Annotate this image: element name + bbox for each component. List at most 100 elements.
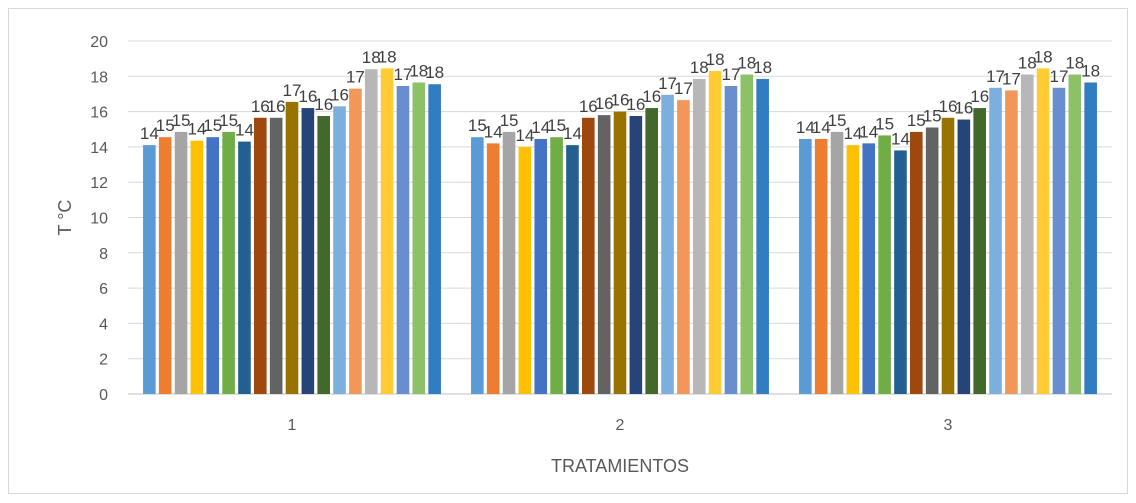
bar: [396, 86, 410, 394]
data-labels: 1415151415151416161716161617181817181815…: [140, 47, 1100, 148]
bar: [708, 71, 722, 394]
bar: [613, 111, 627, 394]
bar: [1068, 74, 1082, 394]
y-tick-label: 12: [90, 175, 108, 192]
bar: [894, 150, 907, 394]
bar: [629, 116, 643, 394]
data-label: 15: [156, 116, 175, 135]
data-label: 14: [859, 122, 878, 141]
data-label: 16: [314, 95, 333, 114]
x-tick-label: 3: [944, 417, 953, 434]
data-label: 18: [409, 61, 428, 80]
data-label: 16: [330, 85, 349, 104]
data-label: 14: [891, 129, 910, 148]
bar: [878, 135, 891, 395]
data-label: 18: [378, 47, 397, 66]
data-label: 14: [843, 124, 862, 143]
data-label: 17: [986, 67, 1005, 86]
data-label: 18: [1034, 47, 1053, 66]
bar: [989, 87, 1002, 395]
data-label: 14: [531, 118, 550, 137]
data-label: 18: [1081, 61, 1100, 80]
x-axis-tick-labels: 1 2 3: [288, 417, 953, 434]
bar: [380, 68, 394, 395]
bar: [566, 145, 579, 394]
bar: [301, 108, 315, 394]
bar: [143, 145, 156, 394]
data-label: 17: [1049, 67, 1068, 86]
y-tick-label: 4: [99, 316, 108, 333]
bar: [1052, 87, 1066, 395]
bar: [534, 138, 548, 394]
bar: [174, 131, 188, 394]
bar: [846, 145, 860, 394]
data-label: 18: [1065, 54, 1084, 73]
bar: [724, 86, 738, 394]
bar: [582, 117, 595, 394]
data-label: 16: [267, 97, 286, 116]
data-label: 16: [298, 87, 317, 106]
data-label: 14: [812, 118, 831, 137]
data-label: 16: [579, 97, 598, 116]
data-label: 14: [563, 124, 582, 143]
bar: [1036, 68, 1050, 395]
data-label: 17: [283, 81, 302, 100]
bar: [333, 106, 346, 395]
y-axis-tick-labels: 0 2 4 6 8 10 12 14 16 18 20: [90, 34, 108, 404]
data-label: 18: [690, 58, 709, 77]
data-label: 16: [626, 95, 645, 114]
bar: [1084, 82, 1097, 394]
bar: [206, 137, 220, 394]
data-label: 16: [595, 94, 614, 113]
bar: [756, 78, 769, 394]
data-label: 15: [907, 111, 926, 130]
bar: [222, 131, 235, 394]
bar: [349, 88, 362, 394]
bar: [502, 131, 516, 394]
data-label: 18: [425, 63, 444, 82]
bar: [317, 116, 330, 394]
y-tick-label: 8: [99, 246, 108, 263]
data-label: 17: [1002, 69, 1021, 88]
data-label: 17: [721, 65, 740, 84]
data-label: 14: [484, 122, 503, 141]
bar: [830, 131, 844, 394]
data-label: 16: [954, 99, 973, 118]
bar: [799, 138, 812, 394]
bar: [740, 74, 754, 394]
bar: [1005, 90, 1018, 395]
data-label: 14: [515, 126, 534, 145]
data-label: 17: [674, 79, 693, 98]
bar: [550, 137, 563, 394]
data-label: 16: [642, 87, 661, 106]
y-tick-label: 18: [90, 69, 108, 86]
bar: [910, 131, 923, 394]
x-tick-label: 1: [288, 417, 297, 434]
bar: [364, 69, 378, 395]
bar: [973, 108, 986, 394]
data-label: 14: [140, 124, 159, 143]
data-label: 15: [875, 114, 894, 133]
data-label: 15: [468, 116, 487, 135]
data-label: 16: [939, 97, 958, 116]
data-label: 14: [796, 118, 815, 137]
data-label: 15: [172, 111, 191, 130]
y-tick-label: 0: [99, 387, 108, 404]
data-label: 15: [923, 106, 942, 125]
bar: [597, 115, 611, 394]
data-label: 16: [611, 91, 630, 110]
bar: [957, 119, 971, 394]
y-tick-label: 6: [99, 281, 108, 298]
bar: [518, 146, 532, 394]
bar: [158, 137, 172, 394]
data-label: 18: [362, 48, 381, 67]
data-label: 17: [658, 74, 677, 93]
y-tick-label: 2: [99, 352, 108, 369]
bar: [941, 117, 955, 394]
bar: [1020, 74, 1034, 394]
bar: [238, 141, 251, 394]
y-tick-label: 10: [90, 211, 108, 228]
bar: [645, 108, 658, 394]
bar: [862, 143, 876, 394]
